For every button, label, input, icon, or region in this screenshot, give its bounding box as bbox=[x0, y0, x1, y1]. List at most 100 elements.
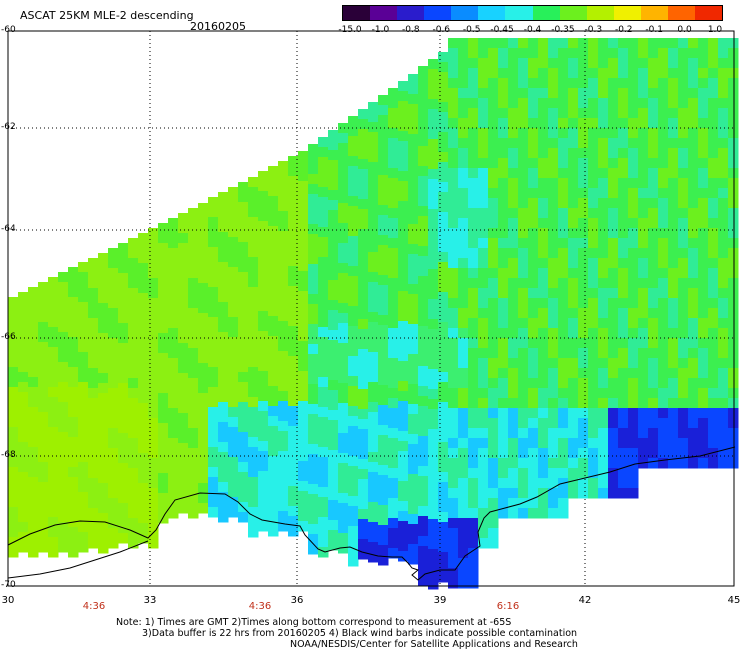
data-cell bbox=[508, 378, 519, 389]
data-cell bbox=[658, 368, 669, 379]
data-cell bbox=[488, 138, 499, 149]
data-cell bbox=[548, 398, 559, 409]
data-cell bbox=[48, 357, 59, 368]
data-cell bbox=[88, 418, 99, 429]
data-cell bbox=[518, 478, 529, 489]
data-cell bbox=[588, 318, 599, 329]
data-cell bbox=[388, 98, 399, 109]
data-cell bbox=[188, 468, 199, 479]
data-cell bbox=[438, 392, 449, 403]
data-cell bbox=[258, 191, 269, 202]
data-cell bbox=[208, 347, 219, 358]
data-cell bbox=[658, 208, 669, 219]
data-cell bbox=[568, 168, 579, 179]
data-cell bbox=[708, 438, 719, 449]
data-cell bbox=[498, 38, 509, 49]
data-cell bbox=[108, 358, 119, 369]
data-cell bbox=[278, 171, 289, 182]
data-cell bbox=[168, 408, 179, 419]
data-cell bbox=[398, 81, 409, 92]
data-cell bbox=[58, 352, 69, 363]
data-cell bbox=[278, 361, 289, 372]
data-cell bbox=[688, 438, 699, 449]
data-cell bbox=[78, 542, 89, 553]
data-cell bbox=[258, 271, 269, 282]
data-cell bbox=[198, 213, 209, 224]
data-cell bbox=[498, 438, 509, 449]
data-cell bbox=[598, 188, 609, 199]
data-cell bbox=[688, 278, 699, 289]
data-cell bbox=[508, 448, 519, 459]
data-cell bbox=[688, 368, 699, 379]
data-cell bbox=[548, 288, 559, 299]
data-cell bbox=[708, 288, 719, 299]
data-cell bbox=[348, 406, 359, 417]
data-cell bbox=[148, 348, 159, 359]
data-cell bbox=[208, 307, 219, 318]
data-cell bbox=[538, 468, 549, 479]
data-cell bbox=[128, 308, 139, 319]
data-cell bbox=[78, 392, 89, 403]
data-cell bbox=[518, 218, 529, 229]
data-cell bbox=[698, 168, 709, 179]
data-cell bbox=[138, 523, 149, 534]
data-cell bbox=[298, 441, 309, 452]
data-cell bbox=[448, 408, 459, 419]
data-cell bbox=[278, 491, 289, 502]
data-cell bbox=[428, 419, 439, 430]
data-cell bbox=[478, 488, 489, 499]
data-cell bbox=[308, 154, 319, 165]
data-cell bbox=[118, 403, 129, 414]
data-cell bbox=[648, 368, 659, 379]
data-cell bbox=[228, 477, 239, 488]
data-cell bbox=[268, 166, 279, 177]
data-cell bbox=[438, 112, 449, 123]
data-cell bbox=[408, 444, 419, 455]
data-cell bbox=[18, 442, 29, 453]
data-cell bbox=[448, 448, 459, 459]
data-cell bbox=[8, 497, 19, 508]
data-cell bbox=[358, 469, 369, 480]
data-cell bbox=[598, 198, 609, 209]
data-cell bbox=[608, 118, 619, 129]
data-cell bbox=[648, 258, 659, 269]
data-cell bbox=[498, 68, 509, 79]
data-cell bbox=[378, 275, 389, 286]
data-cell bbox=[238, 202, 249, 213]
data-cell bbox=[258, 411, 269, 422]
data-cell bbox=[508, 248, 519, 259]
data-cell bbox=[578, 148, 589, 159]
data-cell bbox=[528, 368, 539, 379]
data-cell bbox=[138, 283, 149, 294]
colorbar-segment bbox=[532, 6, 560, 20]
data-cell bbox=[678, 128, 689, 139]
data-cell bbox=[358, 219, 369, 230]
data-cell bbox=[228, 357, 239, 368]
data-cell bbox=[438, 442, 449, 453]
data-cell bbox=[598, 168, 609, 179]
data-cell bbox=[58, 402, 69, 413]
data-cell bbox=[348, 486, 359, 497]
data-cell bbox=[698, 228, 709, 239]
data-cell bbox=[368, 462, 379, 473]
data-cell bbox=[368, 452, 379, 463]
data-cell bbox=[278, 201, 289, 212]
data-cell bbox=[168, 468, 179, 479]
data-cell bbox=[618, 468, 629, 479]
data-cell bbox=[538, 508, 549, 519]
data-cell bbox=[168, 278, 179, 289]
data-cell bbox=[318, 347, 329, 358]
data-cell bbox=[238, 492, 249, 503]
data-cell bbox=[708, 418, 719, 429]
data-cell bbox=[28, 337, 39, 348]
data-cell bbox=[688, 308, 699, 319]
data-cell bbox=[458, 158, 469, 169]
data-cell bbox=[228, 417, 239, 428]
data-cell bbox=[58, 422, 69, 433]
data-cell bbox=[588, 218, 599, 229]
data-cell bbox=[548, 248, 559, 259]
data-cell bbox=[658, 128, 669, 139]
data-cell bbox=[628, 38, 639, 49]
data-cell bbox=[358, 289, 369, 300]
data-cell bbox=[648, 138, 659, 149]
